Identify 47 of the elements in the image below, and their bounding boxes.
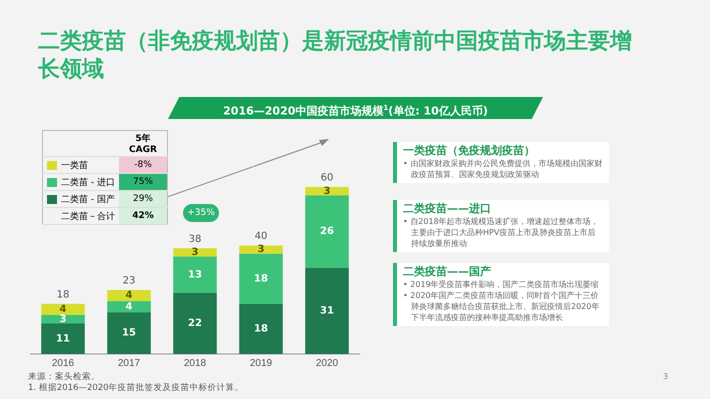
text: 二类疫苗——进口 xyxy=(403,202,492,215)
x-tick-label: 2016 xyxy=(52,358,75,369)
text: 1. 根据2016—2020年疫苗批签发及疫苗中标价计算。 xyxy=(28,383,244,393)
text: 一类疫苗（免疫规划疫苗） xyxy=(403,144,536,157)
x-tick-label: 2017 xyxy=(118,358,141,369)
annotation: 29% xyxy=(118,190,168,208)
data-label: 3 xyxy=(60,314,67,325)
x-tick-label: 2018 xyxy=(184,358,207,369)
annotation: 二类苗－合计 xyxy=(42,208,119,224)
data-label: 4 xyxy=(126,290,133,302)
data-label: 18 xyxy=(254,273,268,284)
text: • 2020年国产二类疫苗市场回暖，同时首个国产十三价肺炎球菌多糖结合疫苗获批上市、新冠疫情后2020年下半年流感疫苗的接种率提高助推市场增长 xyxy=(403,290,600,323)
data-label: 11 xyxy=(56,333,70,344)
legend-label: 二类苗 - 国产 xyxy=(42,190,119,208)
total-label: 60 xyxy=(320,172,334,184)
text: 3 xyxy=(663,372,668,381)
annotation: 42% xyxy=(132,211,154,221)
source-note: 来源：案头检索。 xyxy=(28,372,100,382)
data-label: 3 xyxy=(258,244,265,256)
text: • 2019年受疫苗事件影响，国产二类疫苗市场出现萎缩 xyxy=(403,279,600,290)
chart-title: 二类疫苗（非免疫规划苗）是新冠疫情前中国疫苗市场主要增长领域 xyxy=(38,28,633,84)
text: • 由国家财政采购并向公民免费提供，市场规模由国家财政疫苗预算、国家免疫规划政策驱动 xyxy=(403,158,603,180)
chart-subtitle: 2016—2020中国疫苗市场规模$^{1}$(单位: 10亿人民币) xyxy=(168,97,543,119)
legend-label: 二类苗 - 进口 xyxy=(42,174,119,190)
data-label: 3 xyxy=(192,247,199,258)
x-tick-label: 2020 xyxy=(316,358,339,369)
data-label: 3 xyxy=(324,186,331,197)
total-label: 18 xyxy=(56,289,70,300)
text: • 自2018年起市场规模迅速扩张，增速超过整体市场，主要由于进口大品种HPV疫苗上市及肺炎疫苗上市后持续放量所推动 xyxy=(403,216,600,249)
text: 75% xyxy=(132,177,153,187)
annotation: +35% xyxy=(183,204,219,222)
data-label: 15 xyxy=(122,328,136,339)
data-label: 18 xyxy=(254,324,268,335)
total-label: 40 xyxy=(254,231,268,242)
text: -8% xyxy=(134,160,152,170)
data-label: 4 xyxy=(126,301,133,312)
text: 二类疫苗——国产 xyxy=(403,265,492,278)
data-label: 22 xyxy=(188,318,202,329)
legend-label: 一类苗 xyxy=(42,156,119,174)
data-label: 31 xyxy=(320,305,334,316)
data-label: 13 xyxy=(188,269,202,280)
x-tick-label: 2019 xyxy=(250,358,273,369)
text: 5年CAGR xyxy=(129,134,157,155)
data-label: 4 xyxy=(60,304,67,316)
data-label: 26 xyxy=(320,226,334,238)
total-label: 23 xyxy=(122,276,136,287)
total-label: 38 xyxy=(188,234,202,245)
